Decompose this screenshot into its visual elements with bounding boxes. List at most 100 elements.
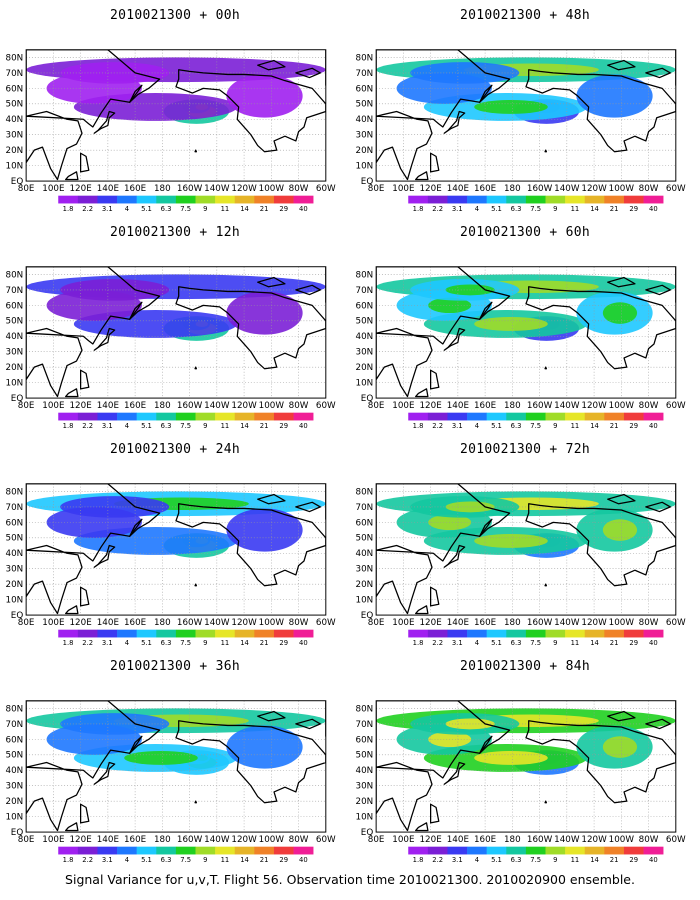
lon-label: 60W bbox=[666, 835, 686, 845]
colorbar-swatch bbox=[175, 846, 196, 855]
variance-core bbox=[474, 317, 548, 331]
lon-label: 80E bbox=[18, 184, 35, 194]
lon-label: 80W bbox=[639, 835, 659, 845]
colorbar-swatch bbox=[254, 195, 275, 204]
coastline bbox=[645, 501, 671, 513]
colorbar-label: 6.3 bbox=[161, 422, 172, 430]
colorbar-swatch bbox=[234, 195, 255, 204]
colorbar-label: 4 bbox=[475, 639, 479, 647]
lat-label: 60N bbox=[356, 301, 374, 311]
lon-label: 60W bbox=[666, 184, 686, 194]
lon-label: 160W bbox=[177, 835, 203, 845]
colorbar-swatch bbox=[604, 629, 625, 638]
lat-label: 70N bbox=[6, 503, 24, 513]
coastline bbox=[443, 327, 466, 351]
colorbar-swatch bbox=[77, 195, 98, 204]
lat-label: EQ bbox=[361, 611, 374, 621]
lon-label: 80E bbox=[18, 618, 35, 628]
lon-label: 140W bbox=[204, 835, 230, 845]
lat-label: 40N bbox=[6, 115, 24, 125]
coastline bbox=[525, 286, 676, 370]
coastline bbox=[443, 761, 466, 785]
lat-label: 70N bbox=[6, 286, 24, 296]
colorbar-label: 4 bbox=[125, 205, 129, 213]
lat-label: 10N bbox=[6, 162, 24, 172]
lon-label: 160W bbox=[527, 401, 553, 411]
colorbar-swatch bbox=[643, 412, 664, 421]
colorbar-swatch bbox=[273, 629, 294, 638]
colorbar-label: 5.1 bbox=[491, 856, 502, 864]
lat-label: 60N bbox=[356, 84, 374, 94]
lat-label: 20N bbox=[6, 146, 24, 156]
variance-region bbox=[226, 291, 303, 335]
coastline bbox=[257, 59, 286, 71]
lon-label: 180 bbox=[504, 618, 521, 628]
colorbar-swatch bbox=[77, 412, 98, 421]
lon-label: 80E bbox=[18, 401, 35, 411]
lon-label: 140E bbox=[97, 618, 119, 628]
colorbar-label: 6.3 bbox=[161, 205, 172, 213]
lon-label: 120E bbox=[420, 184, 442, 194]
coastline bbox=[175, 286, 326, 370]
colorbar-label: 2.2 bbox=[82, 422, 93, 430]
colorbar-swatch bbox=[136, 629, 157, 638]
lon-label: 100W bbox=[259, 401, 285, 411]
lon-label: 140E bbox=[97, 835, 119, 845]
lat-label: 60N bbox=[356, 735, 374, 745]
coastline bbox=[295, 67, 321, 79]
colorbar-label: 11 bbox=[221, 639, 230, 647]
coastline bbox=[376, 266, 511, 398]
colorbar-swatch bbox=[525, 629, 546, 638]
colorbar-swatch bbox=[234, 412, 255, 421]
colorbar-swatch bbox=[175, 195, 196, 204]
colorbar-label: 7.5 bbox=[180, 205, 191, 213]
colorbar-label: 14 bbox=[240, 205, 249, 213]
colorbar-label: 4 bbox=[125, 856, 129, 864]
colorbar-label: 40 bbox=[649, 856, 658, 864]
coastline bbox=[544, 149, 548, 153]
map-panel: 2010021300 + 36h 80N 70N 60N 50N 40N 30N 20N 10N… bbox=[0, 659, 350, 874]
lon-label: 120W bbox=[231, 835, 257, 845]
colorbar-swatch bbox=[584, 195, 605, 204]
coastline bbox=[525, 503, 676, 587]
lon-label: 140E bbox=[447, 835, 469, 845]
colorbar-swatch bbox=[234, 629, 255, 638]
lon-label: 100E bbox=[42, 835, 64, 845]
colorbar-label: 7.5 bbox=[180, 639, 191, 647]
colorbar-swatch bbox=[273, 412, 294, 421]
colorbar-swatch bbox=[117, 195, 137, 204]
colorbar-label: 5.1 bbox=[491, 639, 502, 647]
coastline bbox=[93, 327, 116, 351]
colorbar-swatch bbox=[273, 846, 294, 855]
lat-label: 80N bbox=[6, 53, 24, 63]
colorbar-swatch bbox=[447, 846, 468, 855]
colorbar-swatch bbox=[97, 412, 118, 421]
lon-label: 140W bbox=[554, 401, 580, 411]
lon-label: 100W bbox=[259, 184, 285, 194]
colorbar-swatch bbox=[467, 195, 487, 204]
lat-label: 30N bbox=[6, 131, 24, 141]
coastline bbox=[129, 301, 143, 320]
lon-label: 80E bbox=[18, 835, 35, 845]
coastline bbox=[26, 483, 161, 615]
colorbar-swatch bbox=[545, 412, 566, 421]
colorbar-swatch bbox=[408, 629, 429, 638]
coastline bbox=[429, 803, 440, 824]
lat-label: EQ bbox=[11, 611, 24, 621]
coastline bbox=[607, 276, 636, 288]
lat-label: 10N bbox=[6, 813, 24, 823]
lat-label: 60N bbox=[356, 518, 374, 528]
colorbar-swatch bbox=[486, 195, 507, 204]
colorbar-swatch bbox=[447, 629, 468, 638]
coastline bbox=[325, 49, 326, 86]
colorbar-label: 2.2 bbox=[82, 639, 93, 647]
coastline bbox=[675, 700, 676, 737]
lat-label: 40N bbox=[6, 766, 24, 776]
coastline bbox=[479, 518, 493, 537]
lat-label: 20N bbox=[356, 363, 374, 373]
coastline bbox=[257, 710, 286, 722]
lat-label: 40N bbox=[6, 332, 24, 342]
colorbar-label: 11 bbox=[571, 856, 580, 864]
